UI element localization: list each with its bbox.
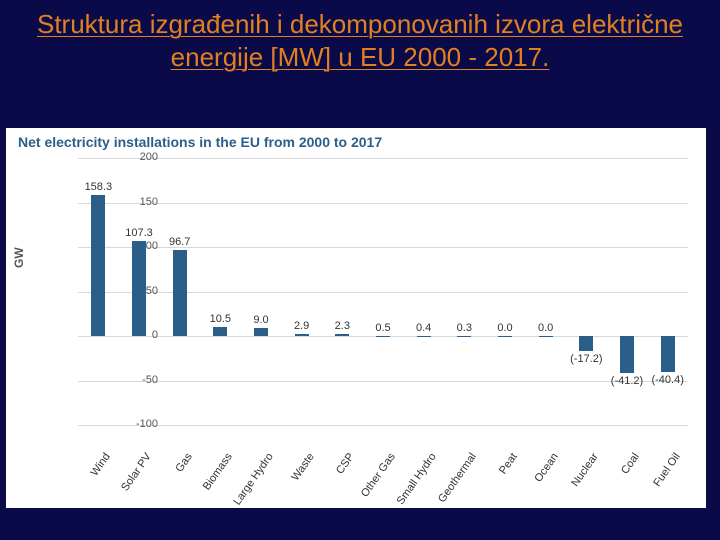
bar <box>254 328 268 336</box>
bar <box>620 336 634 373</box>
bar-value-label: (-17.2) <box>570 353 602 365</box>
ytick-label: -50 <box>58 374 158 386</box>
gridline <box>78 158 688 159</box>
ytick-label: 200 <box>58 151 158 163</box>
y-axis-label: GW <box>12 247 26 268</box>
bar-value-label: 107.3 <box>125 227 153 239</box>
bar <box>295 334 309 337</box>
bar-value-label: 10.5 <box>210 313 231 325</box>
slide-title: Struktura izgrađenih i dekomponovanih iz… <box>20 8 700 73</box>
bar <box>376 336 390 337</box>
bar <box>91 195 105 336</box>
bar-value-label: 9.0 <box>253 314 268 326</box>
gridline <box>78 203 688 204</box>
bar-value-label: 0.0 <box>497 322 512 334</box>
bar <box>579 336 593 351</box>
bar-value-label: 158.3 <box>85 181 113 193</box>
slide-background: Struktura izgrađenih i dekomponovanih iz… <box>0 0 720 540</box>
bar <box>173 250 187 336</box>
bar-value-label: 2.3 <box>335 320 350 332</box>
bar-value-label: 0.3 <box>457 322 472 334</box>
bar-value-label: 0.4 <box>416 322 431 334</box>
bar <box>417 336 431 337</box>
bar-value-label: 96.7 <box>169 236 190 248</box>
gridline <box>78 425 688 426</box>
gridline <box>78 292 688 293</box>
bar <box>498 336 512 337</box>
chart-title: Net electricity installations in the EU … <box>18 134 382 150</box>
bar-value-label: (-40.4) <box>651 374 683 386</box>
chart-panel: Net electricity installations in the EU … <box>6 128 706 508</box>
bar <box>661 336 675 372</box>
bar <box>132 241 146 337</box>
ytick-label: 150 <box>58 196 158 208</box>
bar <box>335 334 349 336</box>
plot-area <box>78 158 688 443</box>
ytick-label: -100 <box>58 418 158 430</box>
bar-value-label: 2.9 <box>294 320 309 332</box>
bar-value-label: 0.0 <box>538 322 553 334</box>
bar-value-label: 0.5 <box>375 322 390 334</box>
gridline <box>78 381 688 382</box>
bar <box>213 327 227 336</box>
bar <box>539 336 553 337</box>
bar <box>457 336 471 337</box>
bar-value-label: (-41.2) <box>611 375 643 387</box>
